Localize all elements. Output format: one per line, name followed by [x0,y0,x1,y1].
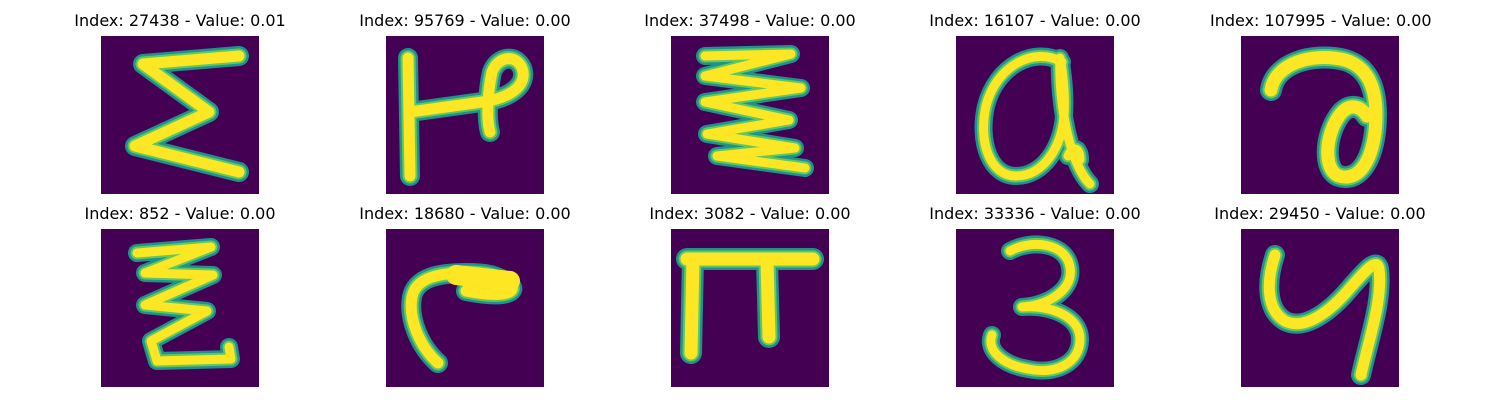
panel-title: Index: 107995 - Value: 0.00 [1210,11,1432,30]
panel-title: Index: 16107 - Value: 0.00 [929,11,1141,30]
panel-title: Index: 27438 - Value: 0.01 [74,11,286,30]
digit-image [671,229,829,387]
panel-title: Index: 29450 - Value: 0.00 [1214,204,1426,223]
panel-title: Index: 852 - Value: 0.00 [84,204,276,223]
digit-image [671,36,829,194]
panel-title: Index: 33336 - Value: 0.00 [929,204,1141,223]
panel-title: Index: 3082 - Value: 0.00 [649,204,851,223]
digit-image [1241,36,1399,194]
digit-image [956,36,1114,194]
digit-image [386,229,544,387]
digit-image [101,36,259,194]
panel-title: Index: 95769 - Value: 0.00 [359,11,571,30]
digit-image [1241,229,1399,387]
digit-image [101,229,259,387]
panel-title: Index: 18680 - Value: 0.00 [359,204,571,223]
digit-image [956,229,1114,387]
panel-title: Index: 37498 - Value: 0.00 [644,11,856,30]
digit-image [386,36,544,194]
